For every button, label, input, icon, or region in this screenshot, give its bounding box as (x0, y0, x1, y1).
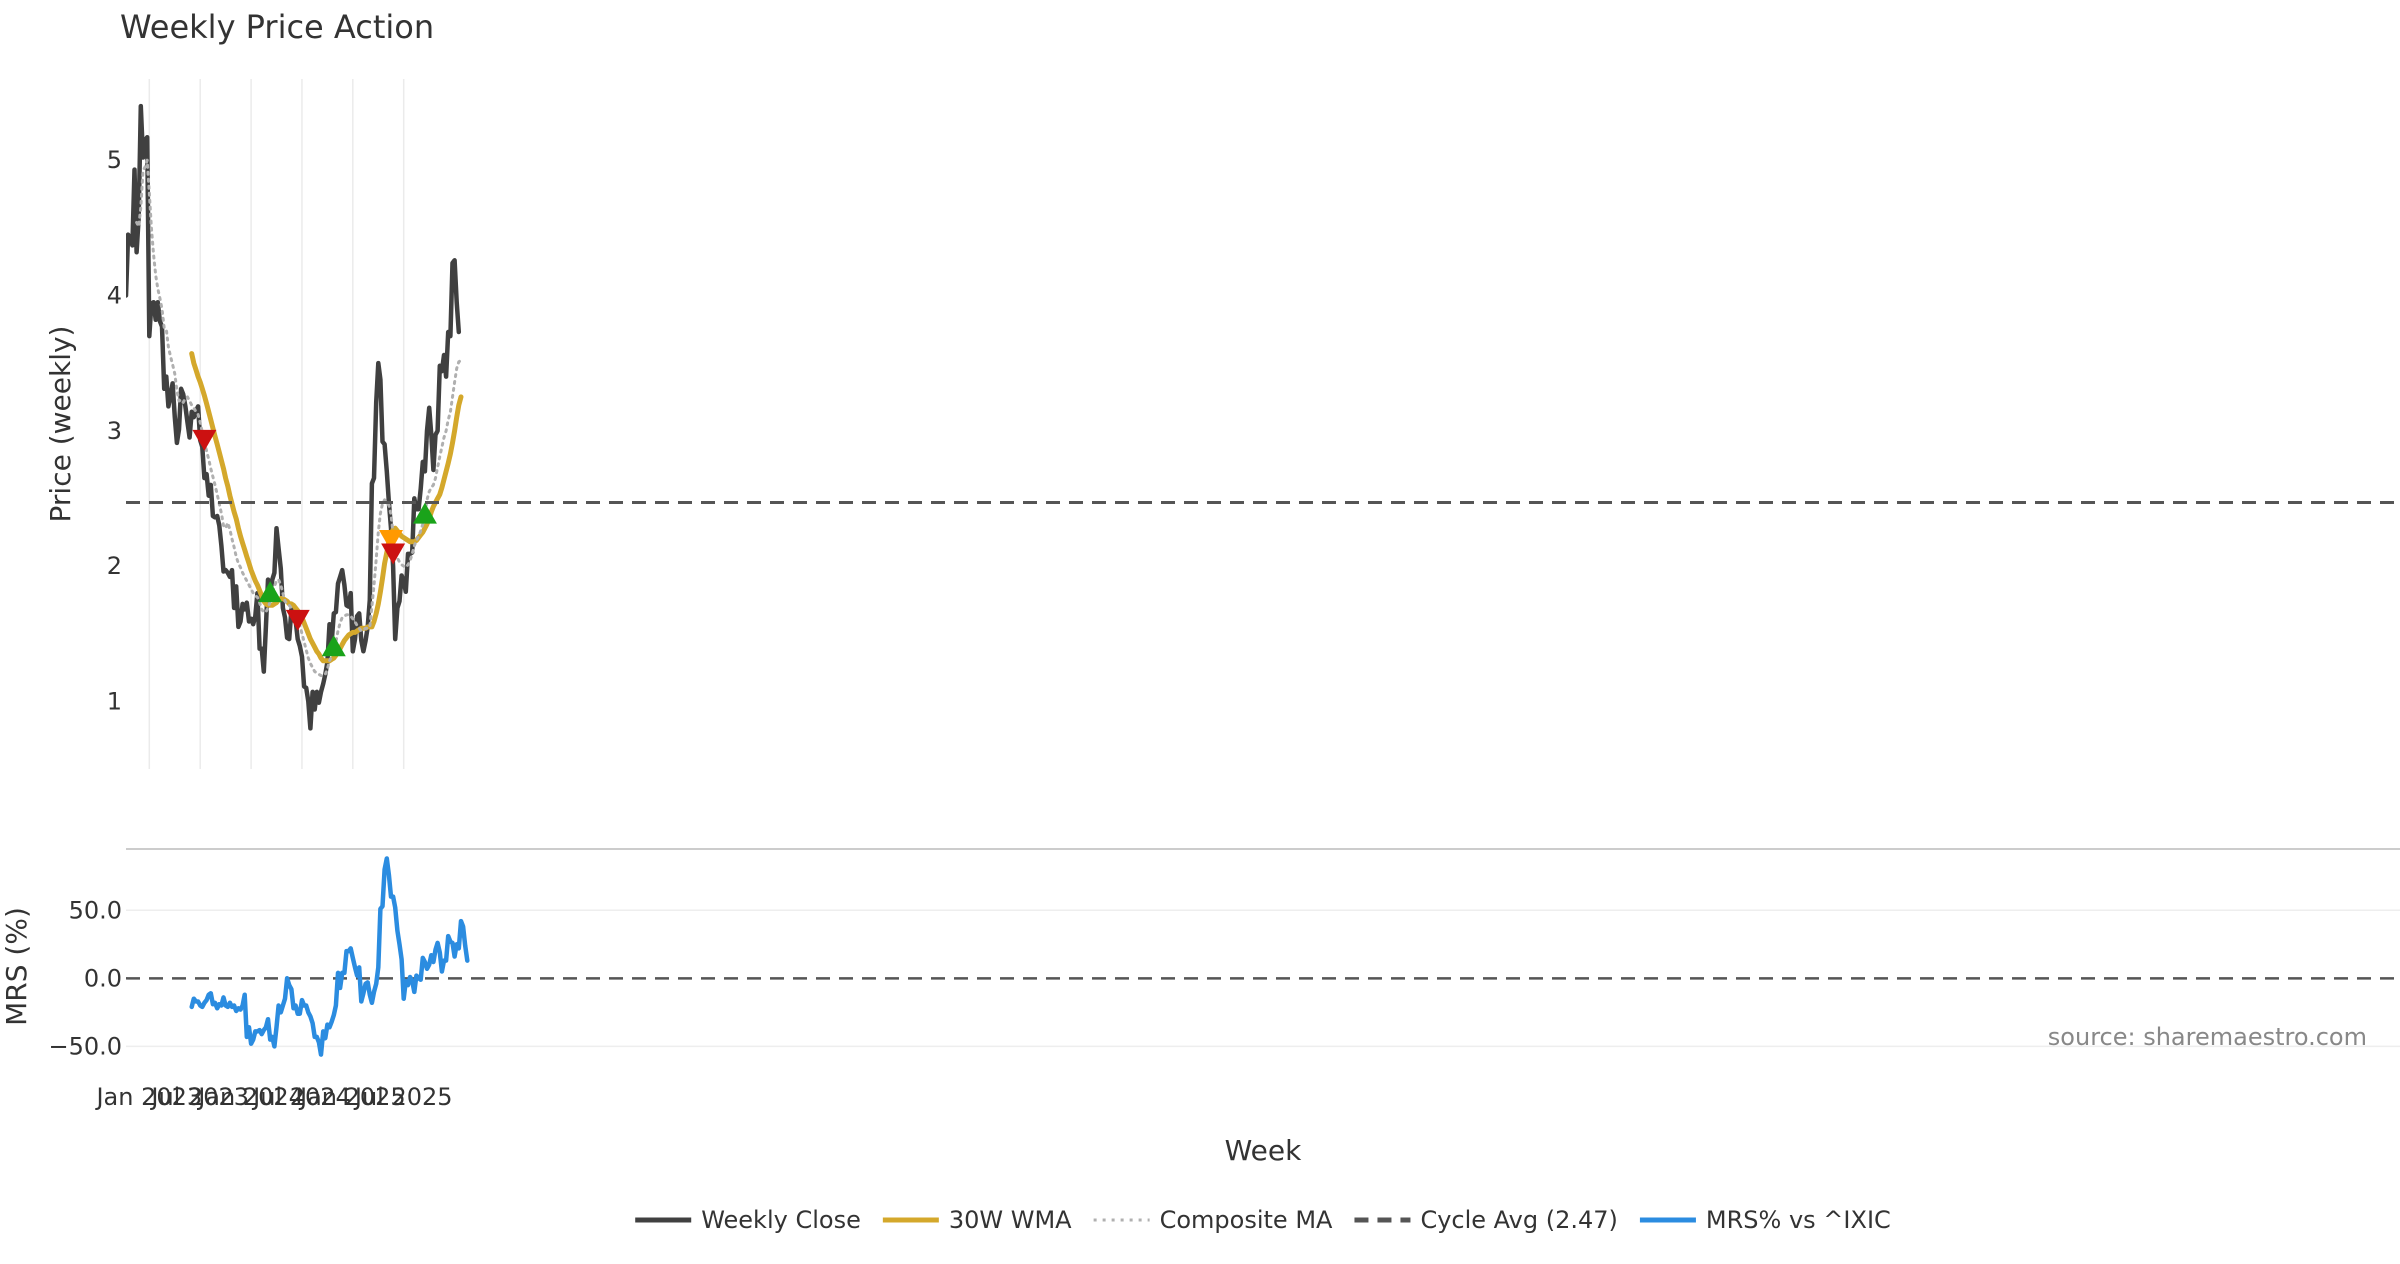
weekly-close-line (126, 103, 462, 731)
price-y-tick-label: 1 (107, 687, 122, 715)
legend-label: MRS% vs ^IXIC (1706, 1206, 1891, 1234)
buy-signal-marker (258, 581, 283, 603)
sell-signal-marker (192, 429, 217, 451)
x-tick-label: Jul 2023 (149, 1083, 249, 1111)
legend-label: Weekly Close (701, 1206, 861, 1234)
chart-legend: Weekly Close 30W WMA Composite MA Cycle Avg… (635, 1206, 1891, 1234)
buy-signal-marker (321, 635, 346, 657)
x-tick-label: Jul 2025 (353, 1083, 453, 1111)
mrs-y-axis-label: MRS (%) (0, 907, 33, 1026)
legend-label: Composite MA (1160, 1206, 1333, 1234)
x-tick-label: Jan 2023 (94, 1083, 202, 1111)
price-y-tick-label: 4 (107, 281, 122, 309)
source-annotation: source: sharemaestro.com (2048, 1023, 2367, 1051)
chart-title: Weekly Price Action (120, 8, 434, 46)
price-y-tick-label: 5 (107, 146, 122, 174)
wma-30w-line (189, 351, 464, 664)
mrs-plot-area (189, 856, 470, 1057)
sell-signal-marker (379, 530, 403, 551)
mrs-y-tick-label: 0.0 (84, 964, 122, 992)
x-axis-label: Week (1225, 1134, 1302, 1167)
price-y-tick-label: 3 (107, 417, 122, 445)
legend-label: 30W WMA (949, 1206, 1072, 1234)
x-tick-label: Jan 2024 (196, 1083, 304, 1111)
price-y-axis-label: Price (weekly) (44, 326, 77, 523)
mrs-line (189, 856, 470, 1057)
price-y-tick-label: 2 (107, 552, 122, 580)
price-gridlines (148, 79, 405, 769)
price-plot-area (126, 103, 2400, 731)
x-tick-label: Jan 2025 (298, 1083, 406, 1111)
sell-signal-marker (285, 609, 310, 631)
legend-label: Cycle Avg (2.47) (1420, 1206, 1617, 1234)
x-tick-label: Jul 2024 (251, 1083, 351, 1111)
buy-signal-marker (412, 502, 437, 524)
mrs-y-tick-label: 50.0 (69, 896, 122, 924)
sell-signal-marker (381, 543, 406, 565)
mrs-y-tick-label: −50.0 (48, 1032, 122, 1060)
